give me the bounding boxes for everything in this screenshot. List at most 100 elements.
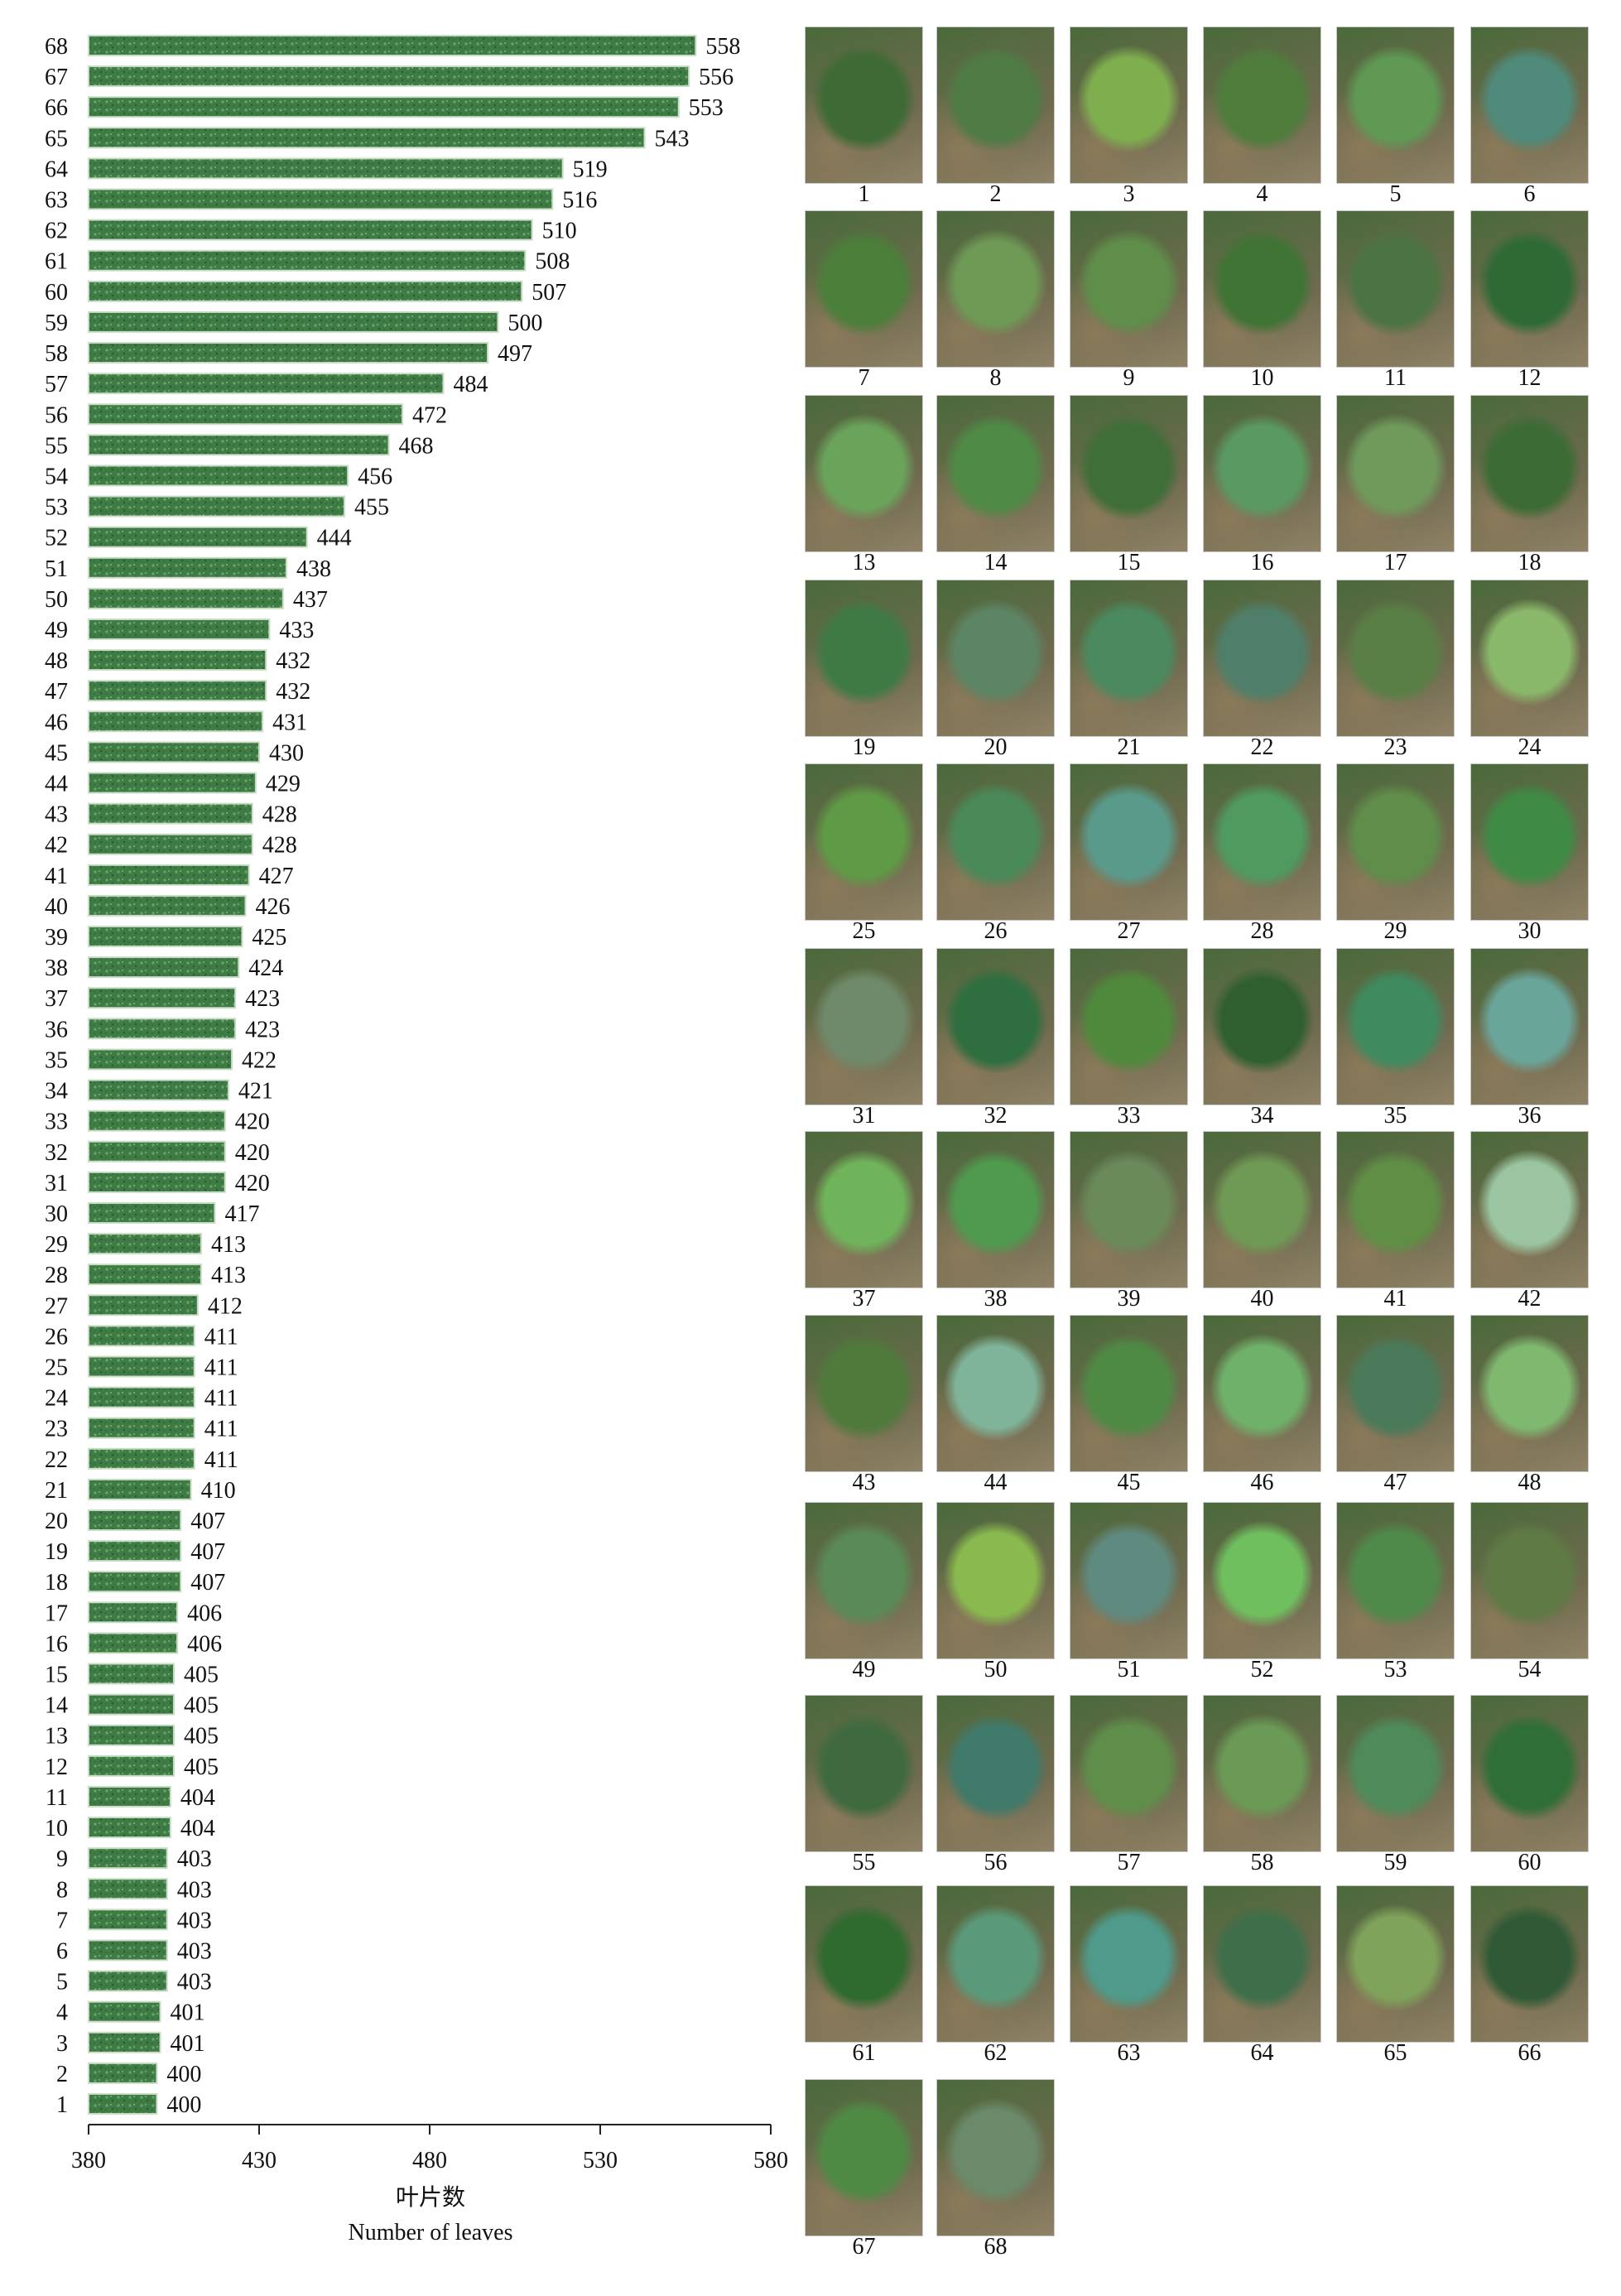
- leaf-photo-label: 52: [1250, 1657, 1274, 1682]
- category-label: 32: [45, 1140, 68, 1166]
- bar-48: [88, 649, 267, 671]
- leaf-photo-59: [1336, 1695, 1455, 1852]
- leaf-photo-24: [1470, 580, 1589, 737]
- leaf-photo-label: 42: [1518, 1286, 1542, 1312]
- category-label: 57: [45, 372, 68, 397]
- leaf-photo-17: [1336, 395, 1455, 552]
- bar-2: [88, 2062, 158, 2084]
- leaf-photo-29: [1336, 763, 1455, 921]
- category-label: 52: [45, 526, 68, 551]
- leaf-photo-label: 25: [852, 918, 876, 944]
- data-label: 430: [269, 740, 304, 766]
- category-label: 29: [45, 1232, 68, 1258]
- category-label: 65: [45, 126, 68, 152]
- data-label: 407: [190, 1570, 225, 1596]
- category-label: 5: [56, 1970, 68, 1995]
- leaf-photo-label: 41: [1383, 1286, 1407, 1312]
- bar-29: [88, 1233, 202, 1255]
- bar-27: [88, 1294, 199, 1316]
- bar-44: [88, 772, 257, 794]
- category-label: 19: [45, 1539, 68, 1565]
- leaf-photo-label: 38: [984, 1286, 1008, 1312]
- category-label: 64: [45, 156, 68, 182]
- leaf-photo-21: [1070, 580, 1188, 737]
- leaf-photo-20: [936, 580, 1055, 737]
- category-label: 9: [56, 1846, 68, 1872]
- bar-62: [88, 219, 533, 241]
- data-label: 403: [177, 1877, 212, 1903]
- data-label: 405: [184, 1724, 219, 1750]
- data-label: 403: [177, 1846, 212, 1872]
- category-label: 10: [45, 1816, 68, 1841]
- data-label: 424: [248, 955, 283, 981]
- leaf-photo-31: [805, 948, 923, 1105]
- bar-9: [88, 1847, 168, 1870]
- leaf-photo-label: 13: [852, 550, 876, 575]
- x-axis: 380 430 480 530 580: [71, 2124, 788, 2173]
- leaf-photo-37: [805, 1131, 923, 1288]
- leaf-photo-label: 6: [1523, 181, 1536, 207]
- category-label: 21: [45, 1478, 68, 1504]
- bar-54: [88, 464, 349, 487]
- leaf-photo-label: 36: [1518, 1103, 1542, 1129]
- leaf-photo-25: [805, 763, 923, 921]
- category-label: 68: [45, 34, 68, 60]
- category-label: 41: [45, 864, 68, 889]
- leaf-photo-label: 28: [1250, 918, 1274, 944]
- category-label: 1: [56, 2092, 68, 2118]
- data-label: 420: [235, 1109, 270, 1135]
- category-label: 13: [45, 1724, 68, 1750]
- leaf-photo-19: [805, 580, 923, 737]
- data-label: 404: [180, 1785, 215, 1811]
- bar-31: [88, 1171, 226, 1193]
- leaf-photo-48: [1470, 1315, 1589, 1472]
- leaf-photo-60: [1470, 1695, 1589, 1852]
- bar-64: [88, 157, 564, 180]
- leaf-photo-label: 23: [1383, 734, 1407, 760]
- data-label: 417: [224, 1201, 259, 1227]
- leaf-photo-7: [805, 210, 923, 368]
- bar-46: [88, 710, 264, 733]
- bar-34: [88, 1079, 229, 1101]
- category-label: 20: [45, 1509, 68, 1534]
- category-label: 17: [45, 1600, 68, 1626]
- data-label: 428: [262, 802, 297, 828]
- data-label: 468: [399, 433, 434, 459]
- category-label: 35: [45, 1047, 68, 1073]
- leaf-photo-28: [1203, 763, 1321, 921]
- leaf-photo-label: 54: [1518, 1657, 1542, 1682]
- bar-17: [88, 1601, 179, 1624]
- bar-3: [88, 2031, 161, 2053]
- bar-49: [88, 618, 271, 640]
- bar-65: [88, 127, 646, 149]
- category-label: 46: [45, 710, 68, 735]
- leaf-photo-label: 31: [852, 1103, 876, 1129]
- bar-30: [88, 1201, 216, 1224]
- leaf-photo-label: 24: [1518, 734, 1542, 760]
- data-label: 421: [238, 1079, 273, 1105]
- leaf-photo-label: 56: [984, 1850, 1008, 1875]
- leaf-photo-15: [1070, 395, 1188, 552]
- leaf-photo-65: [1336, 1885, 1455, 2043]
- leaf-photo-label: 22: [1250, 734, 1274, 760]
- leaf-photo-38: [936, 1131, 1055, 1288]
- leaf-photo-53: [1336, 1502, 1455, 1659]
- leaf-photo-label: 60: [1518, 1850, 1542, 1875]
- leaf-photo-4: [1203, 26, 1321, 184]
- leaf-photo-label: 18: [1518, 550, 1542, 575]
- category-label: 47: [45, 679, 68, 705]
- data-label: 455: [354, 495, 389, 521]
- bar-7: [88, 1909, 168, 1931]
- category-label: 7: [56, 1908, 68, 1933]
- data-label: 431: [272, 710, 307, 735]
- category-label: 28: [45, 1263, 68, 1288]
- data-label: 411: [204, 1324, 238, 1350]
- data-label: 427: [259, 864, 294, 889]
- data-label: 403: [177, 1938, 212, 1964]
- leaf-photo-label: 27: [1117, 918, 1141, 944]
- bar-14: [88, 1693, 175, 1716]
- leaf-photo-label: 47: [1383, 1470, 1407, 1495]
- data-label: 456: [358, 464, 392, 489]
- data-label: 412: [208, 1293, 243, 1319]
